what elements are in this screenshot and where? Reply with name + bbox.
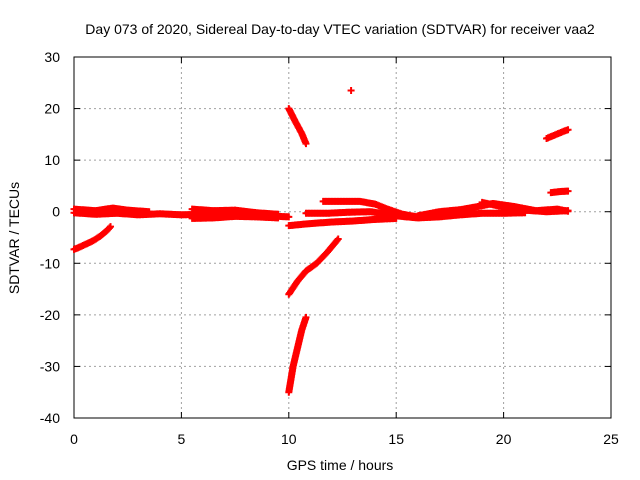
x-tick-label: 15 — [388, 431, 404, 447]
plot-frame — [73, 56, 612, 419]
y-tick-label: -10 — [40, 255, 60, 271]
data-point — [564, 187, 572, 195]
data-point — [105, 224, 113, 232]
data-point — [145, 208, 153, 216]
chart-title: Day 073 of 2020, Sidereal Day-to-day VTE… — [85, 21, 595, 37]
data-point — [347, 87, 355, 95]
y-tick-label: -40 — [40, 410, 60, 426]
data-point — [564, 207, 572, 215]
data-point — [274, 214, 282, 222]
x-axis-label: GPS time / hours — [287, 457, 394, 473]
data-points — [70, 87, 572, 396]
data-point — [334, 235, 342, 243]
x-tick-label: 20 — [496, 431, 512, 447]
y-tick-label: -20 — [40, 307, 60, 323]
x-tick-label: 10 — [281, 431, 297, 447]
y-tick-label: 0 — [52, 204, 60, 220]
x-tick-label: 5 — [178, 431, 186, 447]
grid-lines — [74, 57, 611, 418]
x-tick-labels: 0 5 10 15 20 25 — [70, 431, 619, 447]
x-tick-label: 25 — [603, 431, 619, 447]
y-tick-label: 20 — [44, 101, 60, 117]
x-tick-label: 0 — [70, 431, 78, 447]
data-point — [285, 213, 293, 221]
axis-ticks — [73, 56, 612, 419]
data-point — [564, 126, 572, 134]
y-tick-label: 10 — [44, 152, 60, 168]
y-tick-label: -30 — [40, 358, 60, 374]
y-tick-labels: -40 -30 -20 -10 0 10 20 30 — [40, 49, 60, 426]
y-axis-label: SDTVAR / TECUs — [6, 182, 22, 294]
data-point — [107, 223, 115, 231]
data-point — [302, 140, 310, 148]
data-point — [302, 313, 310, 321]
y-tick-label: 30 — [44, 49, 60, 65]
